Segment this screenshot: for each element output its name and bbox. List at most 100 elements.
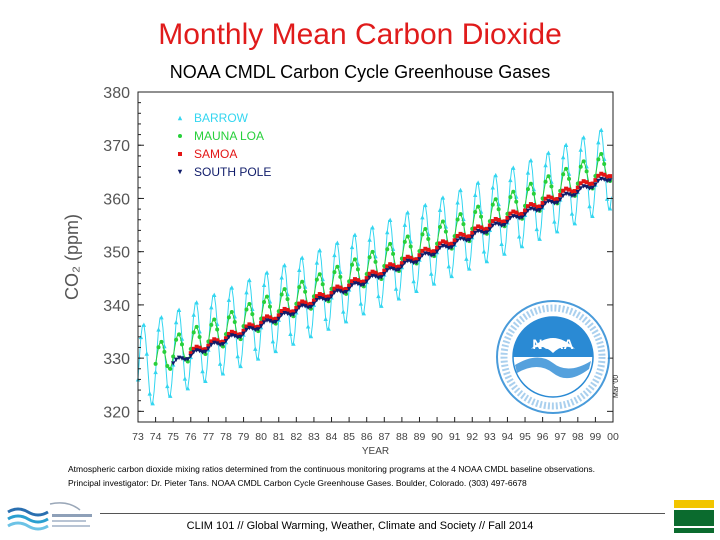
x-tick-label: 87 <box>378 431 390 443</box>
data-point <box>165 383 170 389</box>
data-point <box>388 262 393 267</box>
data-point <box>446 245 452 251</box>
data-point <box>308 333 314 339</box>
data-point <box>449 273 454 279</box>
data-point <box>156 345 161 350</box>
data-point <box>285 297 290 302</box>
data-point <box>481 230 487 236</box>
data-point <box>379 303 384 308</box>
data-point <box>355 267 360 272</box>
data-point <box>523 208 528 213</box>
data-point <box>525 187 530 192</box>
data-point <box>229 329 234 334</box>
data-point <box>302 304 308 309</box>
data-point <box>288 309 293 314</box>
data-point <box>540 204 545 210</box>
data-point <box>388 241 393 246</box>
data-point <box>479 214 484 219</box>
data-point <box>355 281 361 287</box>
data-point <box>443 244 449 249</box>
legend-marker <box>177 169 183 175</box>
data-point <box>534 208 539 214</box>
data-point <box>596 157 601 162</box>
data-point <box>285 311 290 316</box>
data-point <box>320 293 325 298</box>
data-point <box>282 287 287 292</box>
data-point <box>458 231 463 236</box>
data-point <box>244 327 249 333</box>
data-point <box>273 319 279 325</box>
data-point <box>311 298 316 303</box>
data-point <box>376 293 381 299</box>
x-tick-label: 82 <box>290 431 302 443</box>
data-point <box>314 297 320 303</box>
data-point <box>320 282 325 287</box>
series-samoa <box>188 171 613 356</box>
data-point <box>417 257 422 262</box>
data-point <box>270 320 276 325</box>
data-point <box>206 346 211 351</box>
data-point <box>434 249 440 255</box>
data-point <box>256 356 261 361</box>
x-tick-label: 74 <box>150 431 162 443</box>
x-tick-label: 73 <box>132 431 144 443</box>
data-point <box>220 371 226 376</box>
data-point <box>244 307 249 312</box>
data-point <box>575 190 581 195</box>
data-point <box>590 213 595 218</box>
data-point <box>273 316 278 321</box>
data-point <box>256 327 261 332</box>
data-point <box>370 269 375 274</box>
data-point <box>569 189 574 194</box>
data-point <box>311 301 317 307</box>
data-point <box>555 200 560 205</box>
data-point <box>238 332 243 337</box>
data-point <box>572 193 578 198</box>
data-point <box>197 334 202 339</box>
data-point <box>467 234 472 239</box>
data-point <box>265 294 270 299</box>
data-point <box>200 350 205 355</box>
data-point <box>253 325 258 330</box>
data-point <box>564 166 569 171</box>
x-tick-label: 75 <box>167 431 179 443</box>
data-point <box>449 245 454 250</box>
data-point <box>593 178 598 183</box>
data-point <box>396 267 402 273</box>
x-tick-label: 92 <box>466 431 478 443</box>
data-point <box>306 302 311 307</box>
data-point <box>329 294 334 299</box>
data-point <box>511 209 516 214</box>
data-point <box>203 347 208 352</box>
data-point <box>528 181 533 186</box>
legend-marker <box>178 134 182 138</box>
data-point <box>440 195 446 200</box>
data-point <box>379 275 384 280</box>
data-point <box>244 290 249 295</box>
data-point <box>370 249 375 254</box>
legend-label: BARROW <box>194 111 249 125</box>
x-tick-label: 77 <box>203 431 215 443</box>
data-point <box>470 230 475 235</box>
data-point <box>534 226 539 232</box>
data-point <box>569 193 575 199</box>
data-point <box>431 252 437 258</box>
data-point <box>490 202 495 207</box>
data-point <box>552 219 557 224</box>
data-point <box>370 225 375 230</box>
data-point <box>358 279 363 284</box>
data-point <box>438 241 443 246</box>
data-point <box>481 249 487 254</box>
data-point <box>525 208 531 213</box>
data-point <box>250 323 255 328</box>
data-point <box>352 277 357 282</box>
data-point <box>575 185 580 190</box>
data-point <box>596 178 601 184</box>
data-point <box>341 290 346 295</box>
data-point <box>262 299 267 304</box>
data-point <box>519 215 525 220</box>
data-point <box>338 289 343 294</box>
data-point <box>408 244 413 249</box>
data-point <box>217 342 223 348</box>
x-tick-label: 85 <box>343 431 355 443</box>
